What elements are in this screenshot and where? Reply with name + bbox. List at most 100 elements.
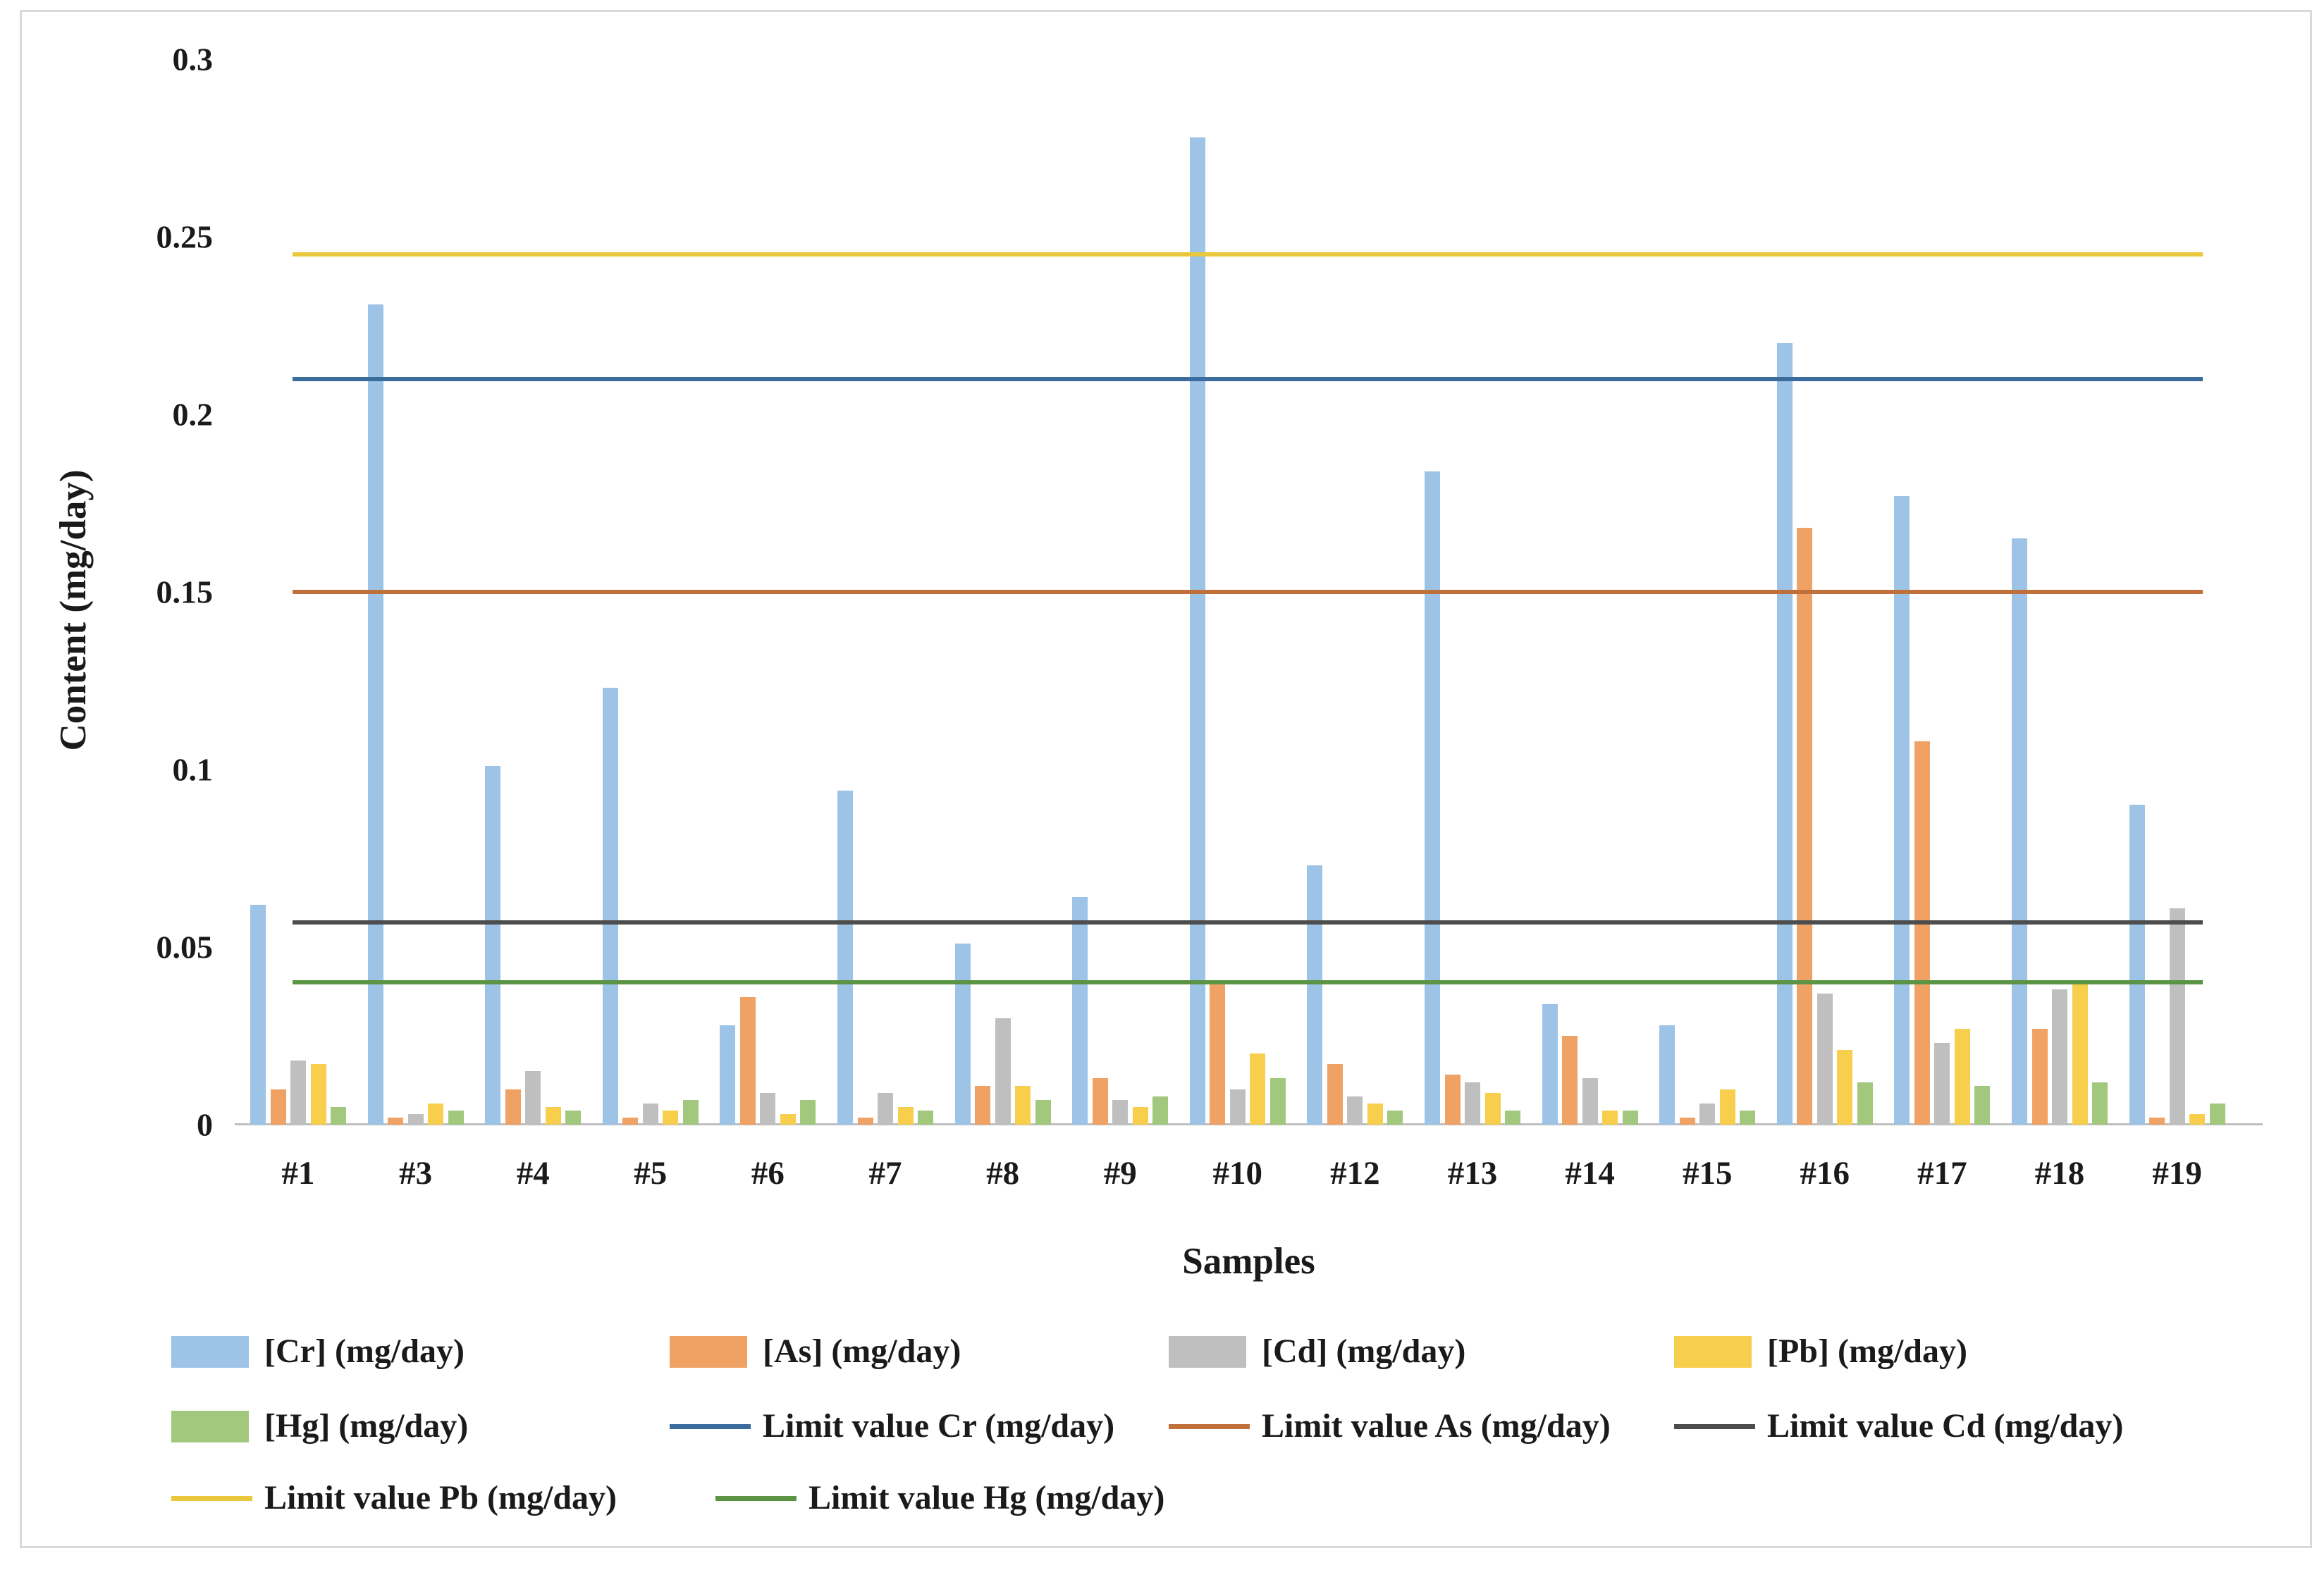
bar-hgmgday-12 — [1387, 1111, 1403, 1125]
legend-swatch — [1674, 1336, 1752, 1368]
bar-crmgday-14 — [1542, 1004, 1558, 1125]
bar-pbmgday-17 — [1955, 1029, 1970, 1125]
bar-hgmgday-18 — [2092, 1082, 2108, 1125]
bar-crmgday-6 — [720, 1025, 735, 1125]
bar-hgmgday-17 — [1974, 1086, 1990, 1125]
limit-line-limitvalueasmgday — [293, 590, 2203, 594]
bar-crmgday-8 — [955, 944, 971, 1125]
x-tick-label-13: #13 — [1447, 1155, 1498, 1192]
bar-pbmgday-18 — [2072, 982, 2088, 1125]
legend-label: Limit value Cd (mg/day) — [1767, 1407, 2124, 1445]
bar-hgmgday-5 — [683, 1100, 699, 1125]
x-tick-label-3: #3 — [399, 1155, 433, 1192]
limit-line-limitvaluecrmgday — [293, 377, 2203, 381]
x-tick-label-14: #14 — [1565, 1155, 1615, 1192]
x-tick-label-6: #6 — [751, 1155, 785, 1192]
bar-asmgday-15 — [1680, 1118, 1695, 1125]
bar-asmgday-16 — [1797, 528, 1812, 1125]
legend-label: Limit value Hg (mg/day) — [809, 1479, 1165, 1516]
legend-label: [Hg] (mg/day) — [264, 1407, 469, 1445]
y-tick-label-0.1: 0.1 — [172, 751, 214, 788]
x-tick-label-18: #18 — [2034, 1155, 2085, 1192]
bar-crmgday-17 — [1894, 496, 1910, 1125]
bar-cdmgday-12 — [1347, 1096, 1363, 1125]
bar-hgmgday-15 — [1740, 1111, 1755, 1125]
limit-line-limitvaluepbmgday — [293, 252, 2203, 256]
bar-asmgday-17 — [1914, 741, 1930, 1125]
bar-cdmgday-17 — [1934, 1043, 1950, 1125]
bar-asmgday-12 — [1327, 1064, 1343, 1125]
legend-label: Limit value Pb (mg/day) — [264, 1479, 617, 1516]
bar-cdmgday-15 — [1699, 1104, 1715, 1125]
legend-label: [Cr] (mg/day) — [264, 1333, 465, 1370]
bar-pbmgday-9 — [1133, 1107, 1148, 1125]
bar-crmgday-19 — [2129, 805, 2145, 1125]
bar-pbmgday-10 — [1250, 1053, 1265, 1125]
bar-asmgday-9 — [1093, 1078, 1108, 1125]
bar-cdmgday-7 — [878, 1093, 893, 1125]
bar-pbmgday-13 — [1485, 1093, 1501, 1125]
x-axis-title: Samples — [1182, 1241, 1315, 1282]
bar-hgmgday-19 — [2210, 1104, 2225, 1125]
y-tick-label-0.05: 0.05 — [156, 929, 214, 965]
bar-asmgday-18 — [2032, 1029, 2048, 1125]
bar-asmgday-10 — [1210, 982, 1225, 1125]
bar-hgmgday-16 — [1857, 1082, 1873, 1125]
bar-pbmgday-15 — [1720, 1089, 1735, 1125]
legend-line-marker — [715, 1496, 797, 1501]
bar-asmgday-3 — [388, 1118, 403, 1125]
bar-cdmgday-6 — [760, 1093, 775, 1125]
x-tick-label-16: #16 — [1800, 1155, 1850, 1192]
legend-swatch — [1169, 1336, 1246, 1368]
legend-swatch — [670, 1336, 747, 1368]
bar-hgmgday-13 — [1505, 1111, 1520, 1125]
bar-asmgday-19 — [2149, 1118, 2165, 1125]
bar-crmgday-18 — [2012, 538, 2027, 1125]
legend-swatch — [171, 1411, 249, 1442]
bar-pbmgday-3 — [428, 1104, 443, 1125]
bar-hgmgday-6 — [800, 1100, 816, 1125]
figure-border — [20, 10, 2312, 1548]
x-tick-label-7: #7 — [868, 1155, 902, 1192]
bar-pbmgday-7 — [898, 1107, 914, 1125]
y-tick-label-0.3: 0.3 — [172, 41, 214, 78]
bar-asmgday-5 — [622, 1118, 638, 1125]
legend-label: [As] (mg/day) — [763, 1333, 961, 1370]
bar-asmgday-8 — [975, 1086, 990, 1125]
x-tick-label-15: #15 — [1682, 1155, 1733, 1192]
bar-hgmgday-8 — [1035, 1100, 1051, 1125]
legend-line-marker — [670, 1424, 751, 1429]
bar-pbmgday-14 — [1602, 1111, 1618, 1125]
bar-pbmgday-1 — [311, 1064, 326, 1125]
bar-cdmgday-4 — [525, 1071, 541, 1125]
x-tick-label-9: #9 — [1103, 1155, 1137, 1192]
bar-hgmgday-7 — [918, 1111, 933, 1125]
bar-pbmgday-8 — [1015, 1086, 1031, 1125]
bar-crmgday-12 — [1307, 865, 1322, 1125]
x-tick-label-17: #17 — [1917, 1155, 1967, 1192]
x-tick-label-8: #8 — [986, 1155, 1020, 1192]
legend-line-marker — [171, 1496, 252, 1501]
bar-crmgday-3 — [368, 304, 383, 1125]
x-axis-line — [235, 1123, 2263, 1125]
bar-asmgday-13 — [1445, 1075, 1461, 1125]
bar-crmgday-5 — [603, 688, 618, 1125]
legend-line-marker — [1674, 1424, 1755, 1429]
bar-cdmgday-19 — [2170, 908, 2185, 1125]
bar-crmgday-15 — [1659, 1025, 1675, 1125]
bar-hgmgday-3 — [448, 1111, 464, 1125]
bar-crmgday-10 — [1190, 137, 1205, 1125]
bar-crmgday-9 — [1072, 897, 1088, 1125]
x-tick-label-19: #19 — [2152, 1155, 2202, 1192]
bar-cdmgday-1 — [290, 1061, 306, 1125]
legend-label: [Pb] (mg/day) — [1767, 1333, 1967, 1370]
bar-hgmgday-14 — [1623, 1111, 1638, 1125]
x-tick-label-4: #4 — [516, 1155, 550, 1192]
bar-asmgday-6 — [740, 997, 756, 1125]
bar-asmgday-4 — [505, 1089, 521, 1125]
bar-crmgday-1 — [250, 905, 266, 1125]
bar-cdmgday-3 — [408, 1114, 424, 1125]
bar-cdmgday-18 — [2052, 989, 2067, 1125]
bar-pbmgday-6 — [780, 1114, 796, 1125]
